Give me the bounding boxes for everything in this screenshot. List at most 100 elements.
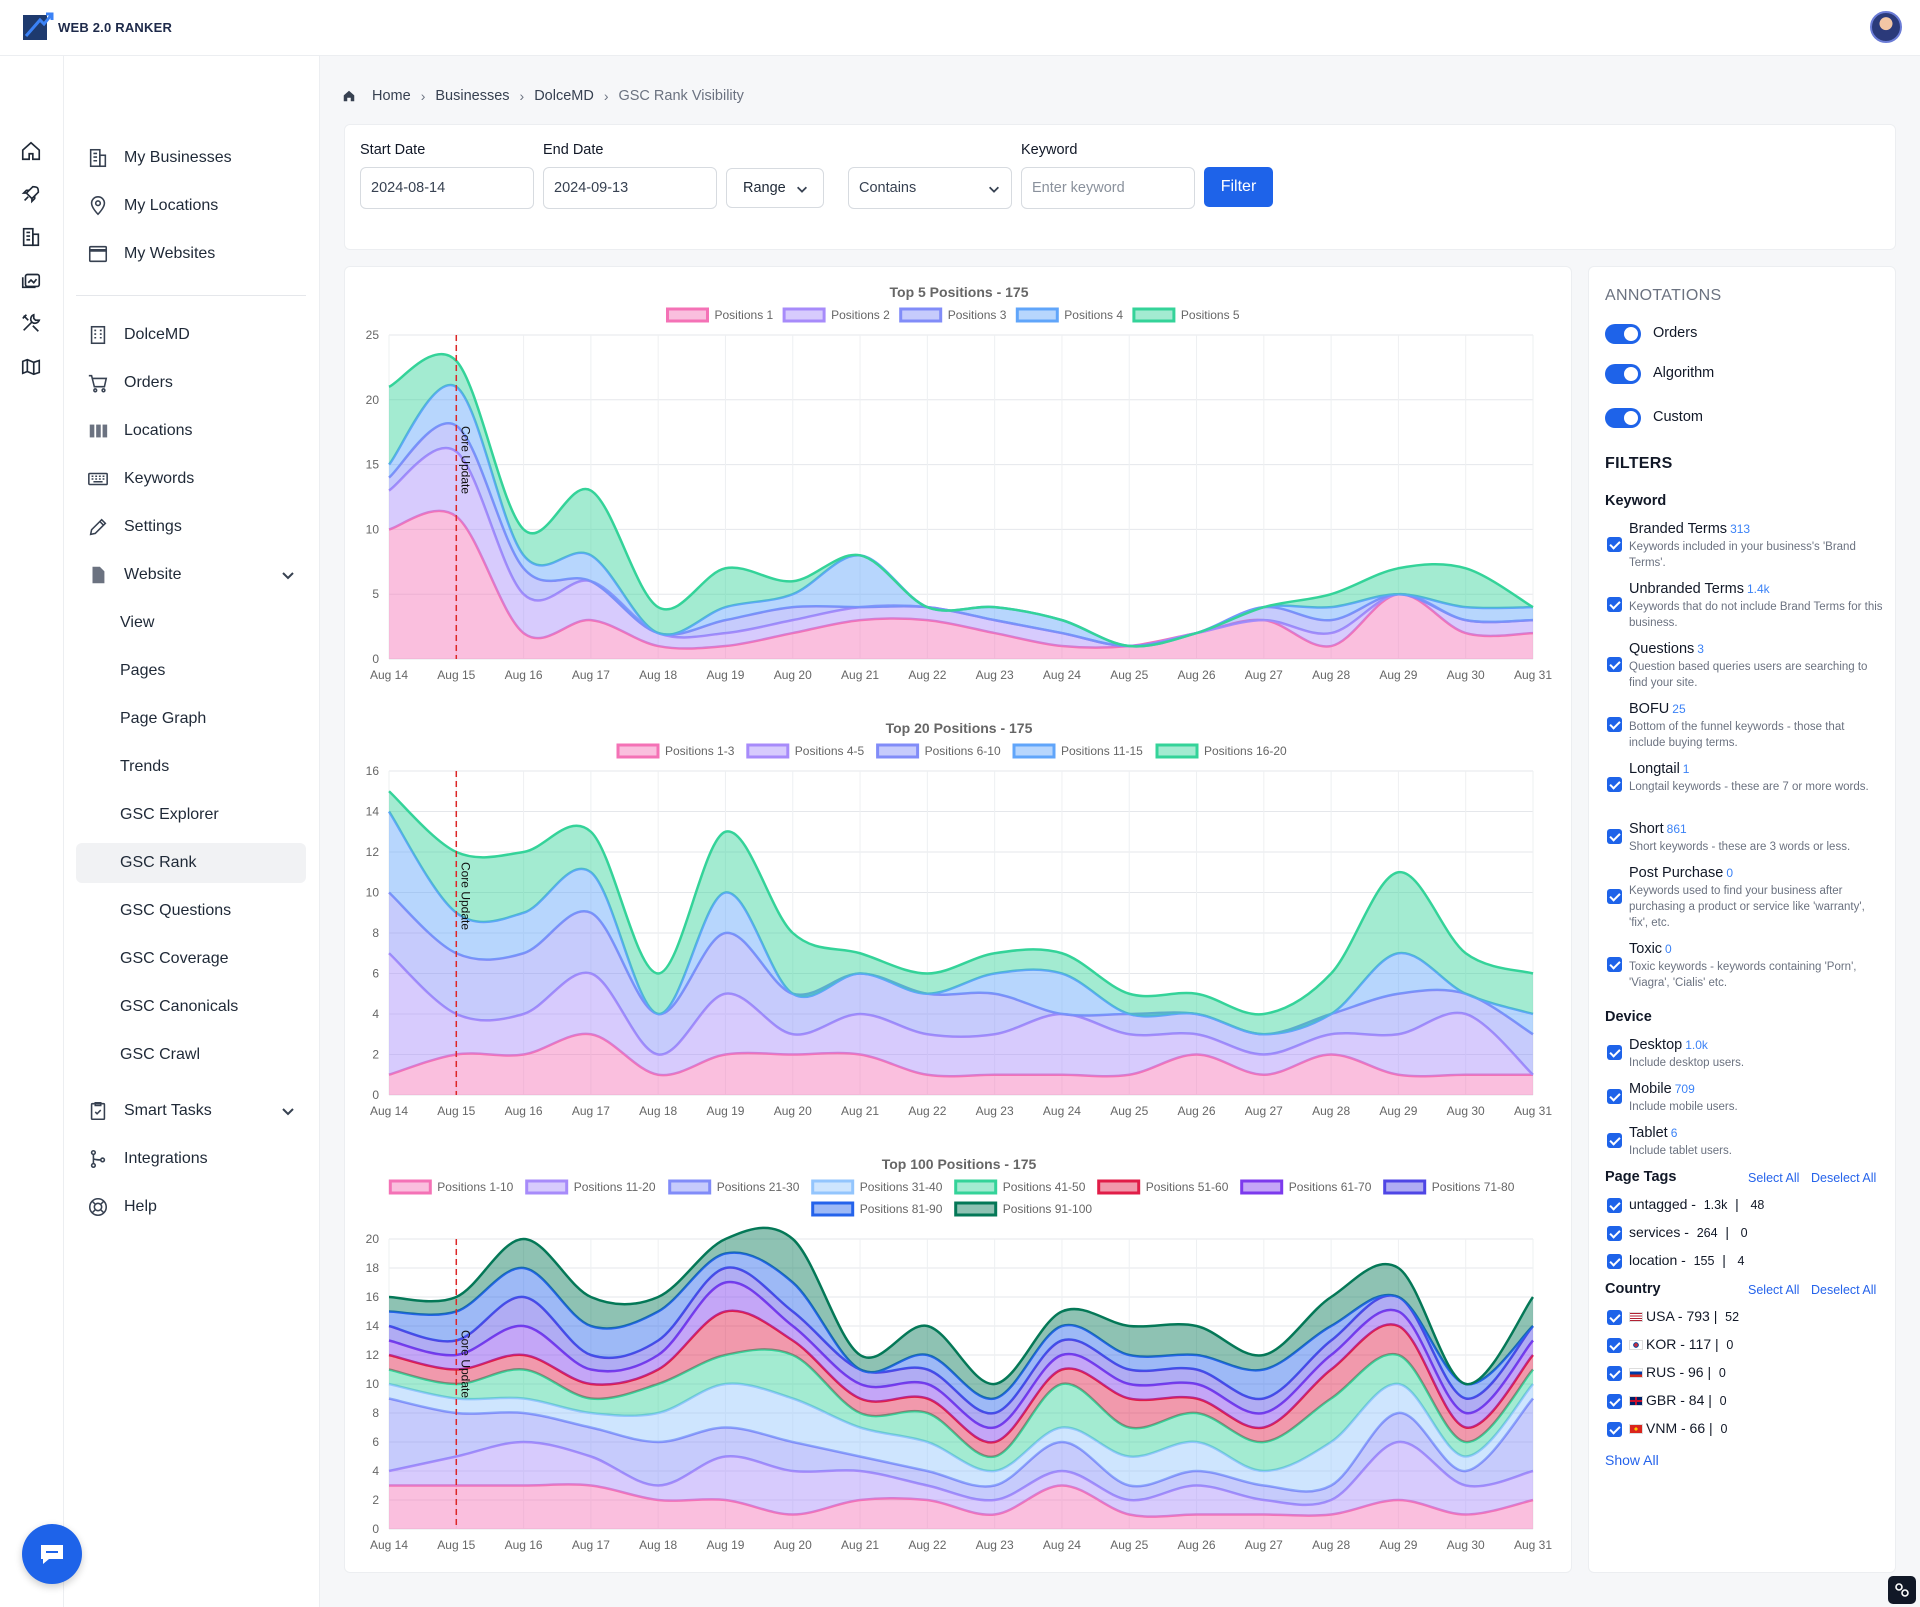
- unbranded-terms-checkbox[interactable]: [1607, 597, 1622, 612]
- sidebar-item-my-businesses[interactable]: My Businesses: [76, 138, 306, 178]
- page-tag-services: services - 264 | 0: [1629, 1224, 1748, 1240]
- sidebar-item-smart-tasks[interactable]: Smart Tasks: [76, 1091, 306, 1131]
- country-gbr-checkbox[interactable]: [1607, 1394, 1622, 1409]
- sidebar-item-trends[interactable]: Trends: [76, 747, 306, 787]
- mobile-checkbox[interactable]: [1607, 1089, 1622, 1104]
- sidebar-item-help[interactable]: Help: [76, 1187, 306, 1227]
- app-logo[interactable]: WEB 2.0 RANKER: [22, 12, 172, 42]
- page-tag-location-checkbox[interactable]: [1607, 1254, 1622, 1269]
- match-type-select[interactable]: Contains: [848, 167, 1012, 209]
- algorithm-toggle[interactable]: [1605, 364, 1641, 384]
- range-dropdown[interactable]: Range: [726, 168, 824, 208]
- longtail-checkbox[interactable]: [1607, 777, 1622, 792]
- country-select-all[interactable]: Select All: [1748, 1283, 1800, 1297]
- sidebar-item-gsc-canonicals[interactable]: GSC Canonicals: [76, 987, 306, 1027]
- legend-swatch: [1097, 1179, 1141, 1195]
- page-tag-services-checkbox[interactable]: [1607, 1226, 1622, 1241]
- legend-swatch: [746, 743, 790, 759]
- home-icon[interactable]: [342, 89, 356, 103]
- device-filter-title: Device: [1605, 1009, 1652, 1025]
- sidebar-item-integrations[interactable]: Integrations: [76, 1139, 306, 1179]
- page-tags-select-all[interactable]: Select All: [1748, 1171, 1800, 1185]
- sidebar-item-locations[interactable]: Locations: [76, 411, 306, 451]
- settings-corner-button[interactable]: [1888, 1576, 1916, 1604]
- page-tags-deselect-all[interactable]: Deselect All: [1811, 1171, 1877, 1185]
- legend-label: Positions 61-70: [1289, 1180, 1372, 1194]
- sidebar-item-label: DolceMD: [124, 326, 190, 343]
- branded-terms-checkbox[interactable]: [1607, 537, 1622, 552]
- keyword-input[interactable]: Enter keyword: [1021, 167, 1195, 209]
- x-tick-label: Aug 19: [706, 1538, 744, 1552]
- sidebar-item-view[interactable]: View: [76, 603, 306, 643]
- sidebar-item-gsc-crawl[interactable]: GSC Crawl: [76, 1035, 306, 1075]
- short-checkbox[interactable]: [1607, 829, 1622, 844]
- sidebar-item-settings[interactable]: Settings: [76, 507, 306, 547]
- start-date-input[interactable]: 2024-08-14: [360, 167, 534, 209]
- logo-mark-icon: [23, 12, 54, 40]
- y-tick-label: 4: [372, 1464, 379, 1478]
- legend-label: Positions 81-90: [860, 1202, 943, 1216]
- desktop-checkbox[interactable]: [1607, 1045, 1622, 1060]
- country-usa-checkbox[interactable]: [1607, 1310, 1622, 1325]
- chat-button[interactable]: [22, 1524, 82, 1584]
- y-tick-label: 16: [366, 764, 380, 778]
- post-purchase-checkbox[interactable]: [1607, 889, 1622, 904]
- end-date-input[interactable]: 2024-09-13: [543, 167, 717, 209]
- series-line: [388, 790, 1534, 1016]
- bofu-checkbox[interactable]: [1607, 717, 1622, 732]
- sidebar-item-gsc-coverage[interactable]: GSC Coverage: [76, 939, 306, 979]
- legend-swatch: [388, 1179, 432, 1195]
- country-rus-checkbox[interactable]: [1607, 1366, 1622, 1381]
- x-tick-label: Aug 18: [639, 668, 677, 682]
- home-icon[interactable]: [18, 138, 44, 164]
- x-tick-label: Aug 24: [1043, 1104, 1081, 1118]
- sidebar-item-page-graph[interactable]: Page Graph: [76, 699, 306, 739]
- gallery-icon[interactable]: [18, 267, 44, 293]
- sidebar-item-website[interactable]: Website: [76, 555, 306, 595]
- vnm-flag-icon: [1629, 1424, 1643, 1435]
- breadcrumb-home[interactable]: Home: [372, 88, 411, 104]
- rocket-icon[interactable]: [18, 181, 44, 207]
- sidebar-item-my-websites[interactable]: My Websites: [76, 234, 306, 274]
- tablet-checkbox[interactable]: [1607, 1133, 1622, 1148]
- sidebar-item-gsc-questions[interactable]: GSC Questions: [76, 891, 306, 931]
- legend-label: Positions 5: [1181, 308, 1240, 322]
- breadcrumb-businesses[interactable]: Businesses: [435, 88, 510, 104]
- sidebar-item-my-locations[interactable]: My Locations: [76, 186, 306, 226]
- filters-title: FILTERS: [1605, 455, 1673, 472]
- page-tag-untagged-checkbox[interactable]: [1607, 1198, 1622, 1213]
- avatar[interactable]: [1870, 11, 1902, 43]
- sidebar-item-keywords[interactable]: Keywords: [76, 459, 306, 499]
- area-series: [389, 1349, 1533, 1472]
- sidebar-item-orders[interactable]: Orders: [76, 363, 306, 403]
- sidebar-item-pages[interactable]: Pages: [76, 651, 306, 691]
- y-tick-label: 0: [372, 1522, 379, 1536]
- x-tick-label: Aug 26: [1178, 1104, 1216, 1118]
- x-tick-label: Aug 27: [1245, 1538, 1283, 1552]
- series-line: [388, 1348, 1534, 1458]
- questions-checkbox[interactable]: [1607, 657, 1622, 672]
- sidebar-item-label: GSC Rank: [120, 854, 197, 871]
- show-all-countries-link[interactable]: Show All: [1605, 1452, 1659, 1468]
- area-series: [389, 1441, 1533, 1517]
- toxic-checkbox[interactable]: [1607, 957, 1622, 972]
- breadcrumb-dolcemd[interactable]: DolceMD: [534, 88, 594, 104]
- sidebar-item-label: GSC Crawl: [120, 1046, 201, 1063]
- filter-button[interactable]: Filter: [1204, 167, 1273, 207]
- country-kor-checkbox[interactable]: [1607, 1338, 1622, 1353]
- orders-toggle[interactable]: [1605, 324, 1641, 344]
- legend-item: Positions 91-100: [954, 1201, 1092, 1217]
- sidebar-item-gsc-rank[interactable]: GSC Rank: [76, 843, 306, 883]
- custom-toggle[interactable]: [1605, 408, 1641, 428]
- sidebar-item-dolcemd[interactable]: DolceMD: [76, 315, 306, 355]
- country-deselect-all[interactable]: Deselect All: [1811, 1283, 1877, 1297]
- tools-icon[interactable]: [18, 310, 44, 336]
- country-vnm-checkbox[interactable]: [1607, 1422, 1622, 1437]
- questions-desc: Question based queries users are searchi…: [1629, 661, 1868, 689]
- sidebar-item-gsc-explorer[interactable]: GSC Explorer: [76, 795, 306, 835]
- area-series: [389, 1033, 1533, 1095]
- building-icon[interactable]: [18, 224, 44, 250]
- y-tick-label: 0: [372, 652, 379, 666]
- map-icon[interactable]: [18, 353, 44, 379]
- series-line: [388, 1483, 1534, 1518]
